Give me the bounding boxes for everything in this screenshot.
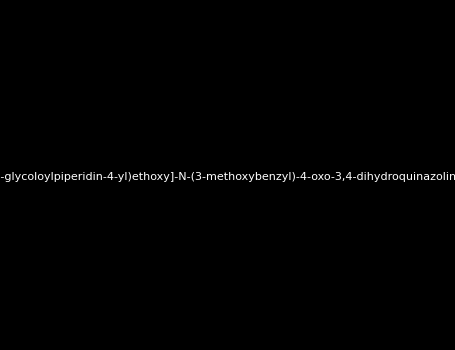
Text: 6-fluoro-5-[2-(1-glycoloylpiperidin-4-yl)ethoxy]-N-(3-methoxybenzyl)-4-oxo-3,4-d: 6-fluoro-5-[2-(1-glycoloylpiperidin-4-yl… (0, 172, 455, 182)
